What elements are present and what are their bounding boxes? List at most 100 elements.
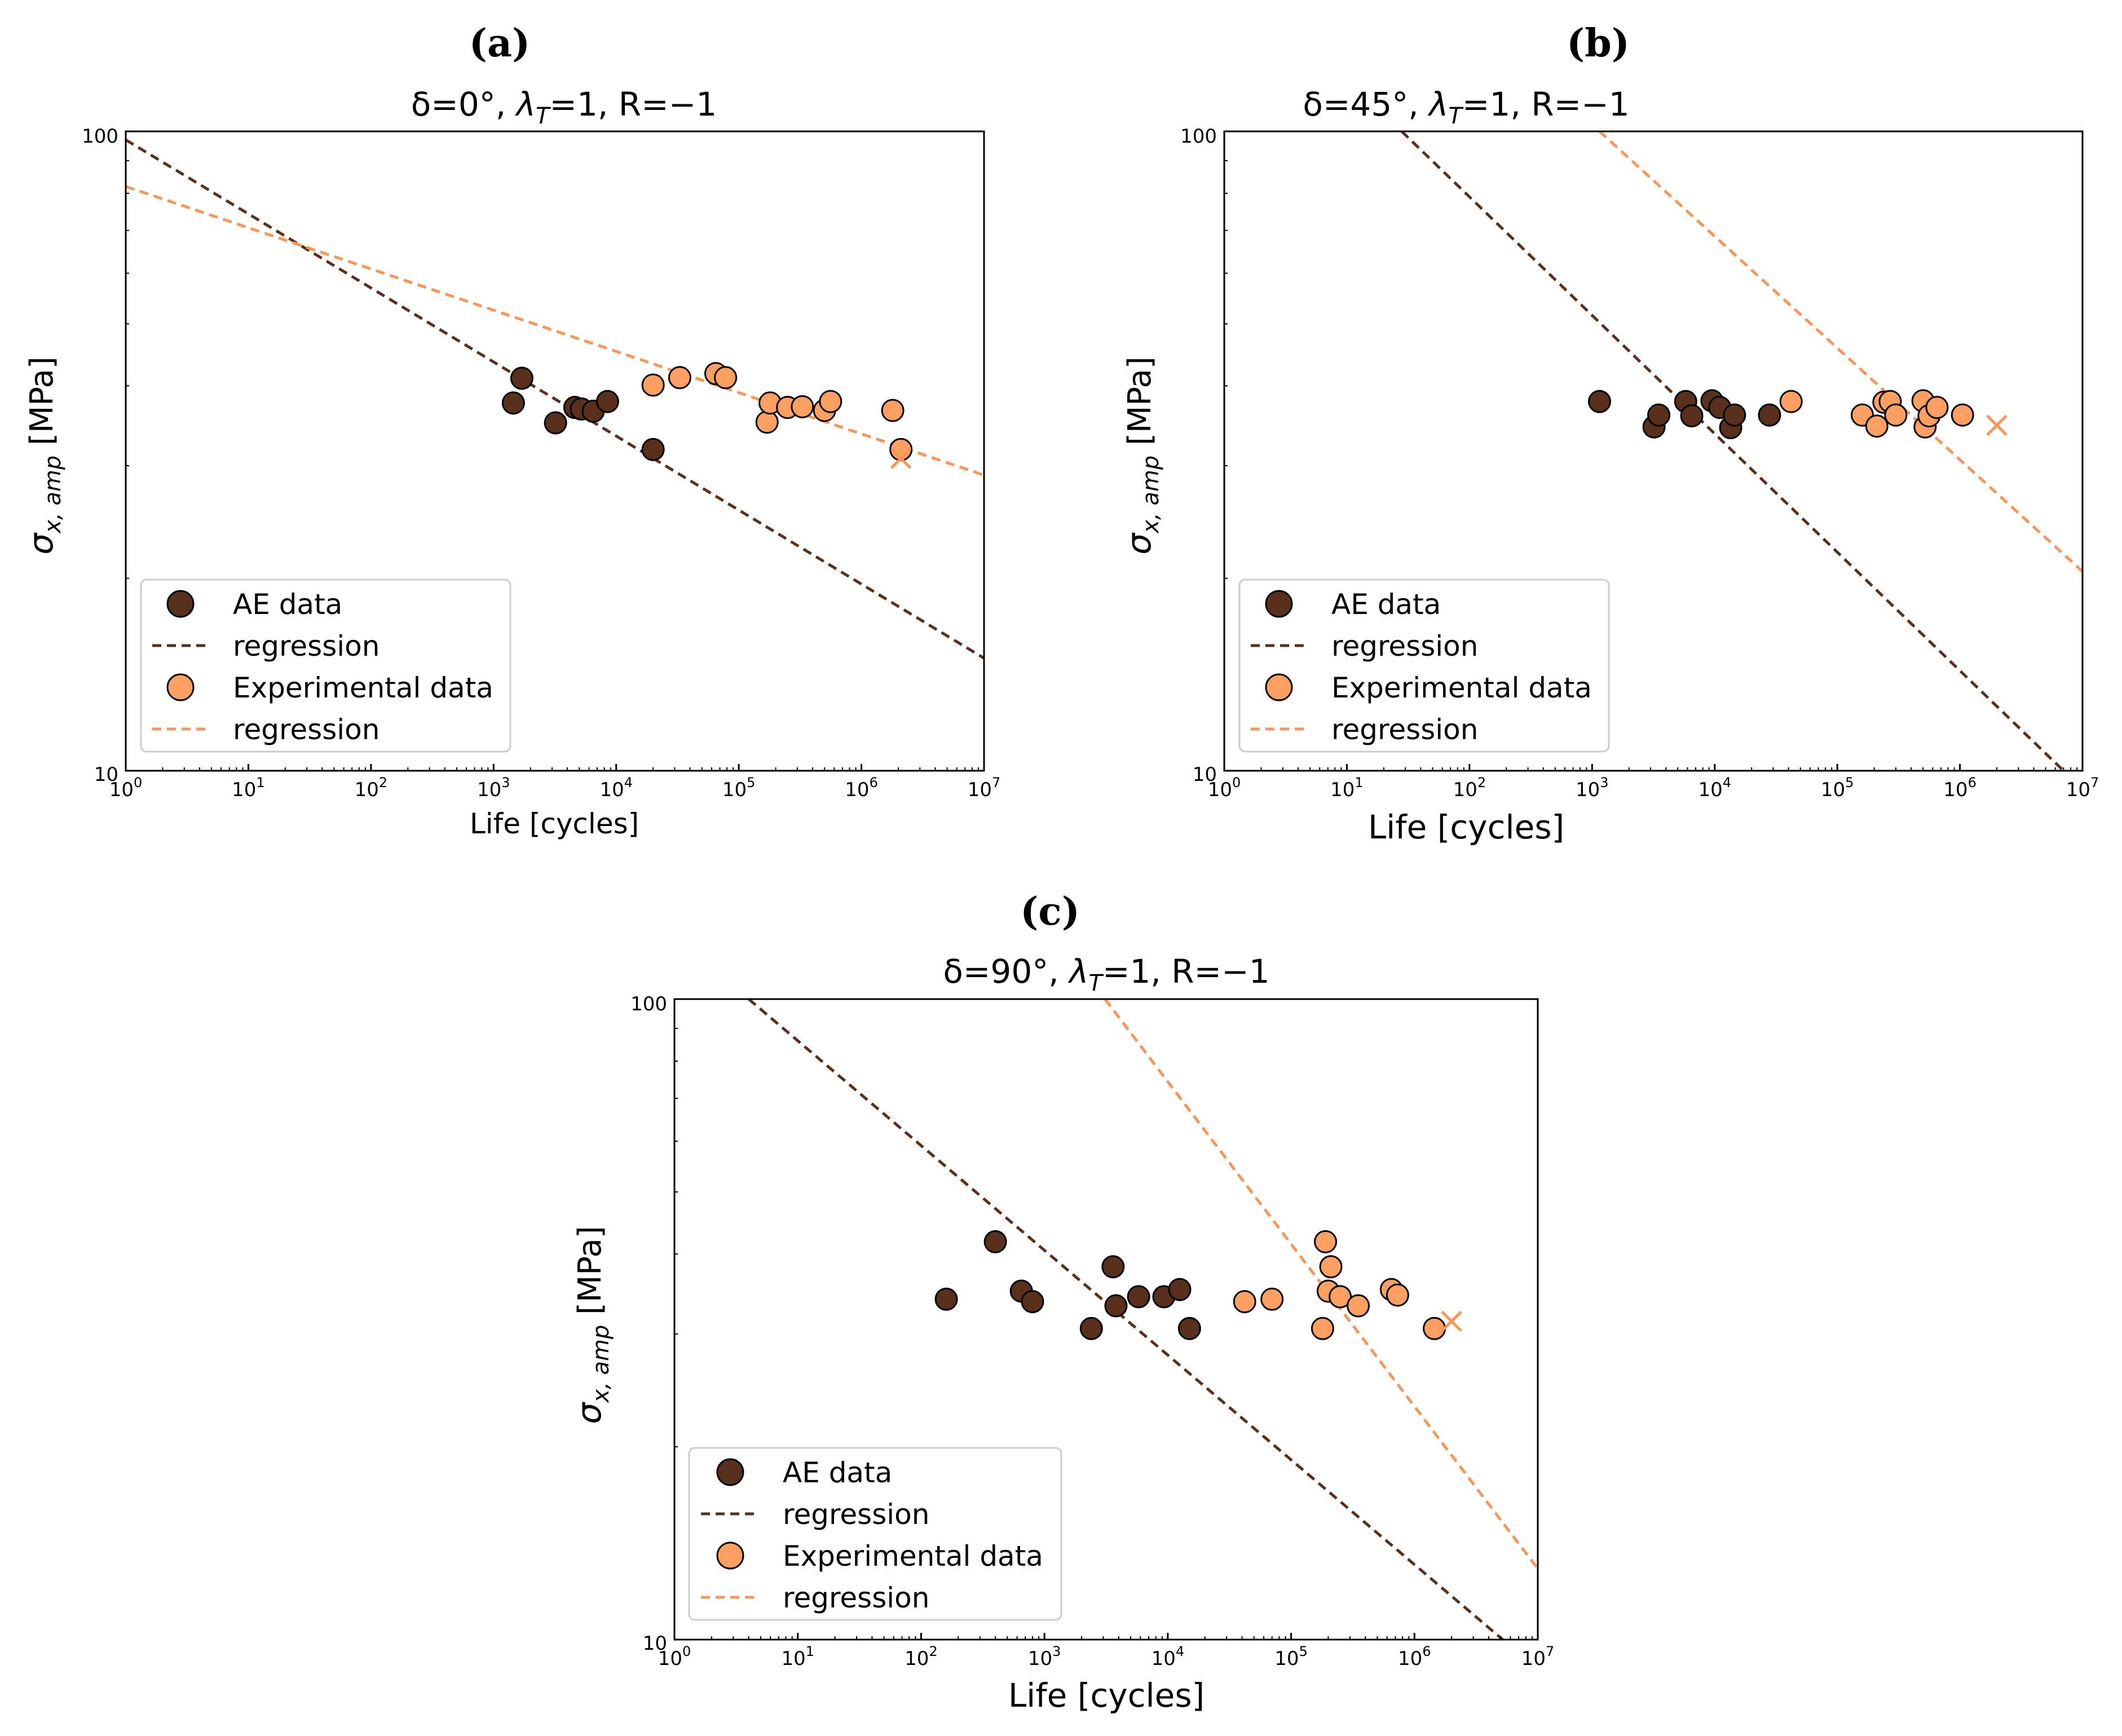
ae-data-point-a <box>544 411 567 435</box>
y-tick-label-100-c: 100 <box>630 993 667 1015</box>
x-tick-label-a: 103 <box>477 775 510 801</box>
legend-label-ae-c: AE data <box>783 1456 892 1489</box>
ae-data-point-c <box>1127 1285 1150 1309</box>
plot-area-a <box>125 130 985 772</box>
x-tick-label-b: 106 <box>1943 775 1977 801</box>
ae-data-point-c <box>1101 1255 1125 1279</box>
ae-regression-line-c <box>748 999 1504 1640</box>
experimental-data-point-c <box>1311 1317 1334 1340</box>
plot-area-b <box>1223 130 2084 772</box>
x-tick-label-b: 107 <box>2066 775 2099 801</box>
x-axis-label-a: Life [cycles] <box>470 807 639 840</box>
x-axis-label-b: Life [cycles] <box>1368 808 1564 846</box>
x-tick-label-b: 104 <box>1698 775 1731 801</box>
y-tick-label-100-b: 100 <box>1180 125 1217 148</box>
ae-data-point-b <box>1758 403 1781 427</box>
x-tick-label-a: 105 <box>722 775 756 801</box>
legend-marker-exp-c <box>716 1541 744 1570</box>
legend-label-ae-regression-c: regression <box>783 1498 929 1531</box>
ae-data-point-c <box>1079 1317 1103 1340</box>
legend-label-exp-a: Experimental data <box>233 672 493 704</box>
x-tick-label-b: 103 <box>1576 775 1609 801</box>
legend-label-ae-regression-b: regression <box>1331 630 1478 662</box>
x-tick-label-c: 104 <box>1152 1644 1185 1670</box>
legend-label-exp-regression-c: regression <box>783 1582 929 1614</box>
panel-label-c: (c) <box>1020 889 1080 934</box>
x-tick-label-b: 102 <box>1453 775 1486 801</box>
x-tick-label-c: 107 <box>1521 1644 1555 1670</box>
plot-area-c <box>673 998 1539 1641</box>
x-tick-label-b: 100 <box>1208 775 1241 801</box>
experimental-data-point-c <box>1329 1285 1352 1309</box>
experimental-data-point-c <box>1233 1290 1256 1314</box>
legend-a: AE data regression Experimental data reg… <box>140 578 511 753</box>
legend-label-ae-a: AE data <box>233 588 342 621</box>
legend-label-exp-c: Experimental data <box>783 1540 1043 1572</box>
ae-data-point-b <box>1647 403 1671 427</box>
y-axis-label-a: σx, amp [MPa] <box>21 356 66 554</box>
x-axis-label-c: Life [cycles] <box>1008 1676 1205 1715</box>
experimental-data-point-a <box>714 366 738 390</box>
experimental-data-point-b <box>1865 414 1889 438</box>
chart-title-b: δ=45°, λT=1, R=−1 <box>1303 85 1629 129</box>
axis-ticks-c: 100 101 102 103 104 105 106 107 <box>658 998 1555 1670</box>
panel-label-b: (b) <box>1567 21 1630 66</box>
panel-label-a: (a) <box>469 21 530 66</box>
axes-frame-b <box>1223 130 2084 772</box>
x-tick-label-a: 104 <box>599 775 633 801</box>
panel-c: (c) δ=90°, λT=1, R=−1 100 101 102 103 104 105… <box>570 889 1554 1715</box>
experimental-data-point-a <box>791 395 814 418</box>
ae-data-point-c <box>934 1287 958 1311</box>
x-tick-label-a: 101 <box>232 775 265 801</box>
legend-label-exp-b: Experimental data <box>1331 672 1592 704</box>
experimental-data-point-b <box>1884 403 1908 427</box>
legend-label-ae-regression-a: regression <box>233 630 380 662</box>
experimental-data-point-c <box>1423 1317 1446 1340</box>
y-axis-label-b: σx, amp [MPa] <box>1119 356 1164 554</box>
x-tick-label-c: 101 <box>781 1644 814 1670</box>
x-tick-label-c: 100 <box>658 1644 691 1670</box>
y-tick-label-10-b: 10 <box>1193 763 1217 786</box>
x-tick-label-c: 103 <box>1028 1644 1061 1670</box>
experimental-data-point-b <box>1925 396 1949 419</box>
ae-regression-line-a <box>126 138 984 660</box>
legend-label-exp-regression-b: regression <box>1331 713 1478 746</box>
legend-marker-ae-c <box>716 1458 744 1486</box>
experimental-data-point-a <box>755 410 779 434</box>
experimental-data-point-c <box>1319 1255 1343 1279</box>
legend-label-ae-b: AE data <box>1331 588 1441 621</box>
x-tick-label-c: 102 <box>905 1644 938 1670</box>
experimental-data-point-c <box>1386 1283 1409 1307</box>
chart-title-a: δ=0°, λT=1, R=−1 <box>411 85 717 129</box>
ae-data-point-c <box>1168 1278 1192 1301</box>
legend-c: AE data regression Experimental data reg… <box>688 1447 1062 1621</box>
ae-data-point-c <box>1177 1317 1201 1340</box>
ae-data-point-c <box>1021 1290 1044 1314</box>
legend-b: AE data regression Experimental data reg… <box>1238 578 1610 753</box>
ae-data-point-b <box>1587 390 1611 413</box>
runout-cross-marker-c <box>1441 1310 1462 1332</box>
experimental-data-point-a <box>668 366 691 390</box>
x-tick-label-a: 106 <box>845 775 878 801</box>
ae-data-point-a <box>510 366 533 390</box>
experimental-data-point-c <box>1314 1230 1338 1253</box>
x-tick-label-a: 102 <box>355 775 388 801</box>
runout-cross-marker-b <box>1986 414 2008 436</box>
experimental-data-point-b <box>1779 390 1803 413</box>
experimental-data-point-a <box>641 373 665 397</box>
x-tick-label-b: 101 <box>1330 775 1364 801</box>
chart-title-c: δ=90°, λT=1, R=−1 <box>943 952 1269 996</box>
experimental-data-point-b <box>1951 403 1974 427</box>
axes-frame-a <box>125 130 985 772</box>
legend-marker-ae-b <box>1265 590 1293 618</box>
ae-data-point-b <box>1723 403 1746 427</box>
y-tick-label-10-a: 10 <box>94 763 118 786</box>
x-tick-label-a: 107 <box>968 775 1001 801</box>
experimental-regression-line-b <box>1598 131 2083 573</box>
ae-data-point-c <box>983 1230 1007 1253</box>
x-tick-label-c: 106 <box>1398 1644 1431 1670</box>
legend-marker-exp-a <box>166 673 195 701</box>
experimental-data-point-c <box>1347 1294 1370 1318</box>
x-tick-label-c: 105 <box>1274 1644 1308 1670</box>
legend-marker-exp-b <box>1265 673 1293 701</box>
